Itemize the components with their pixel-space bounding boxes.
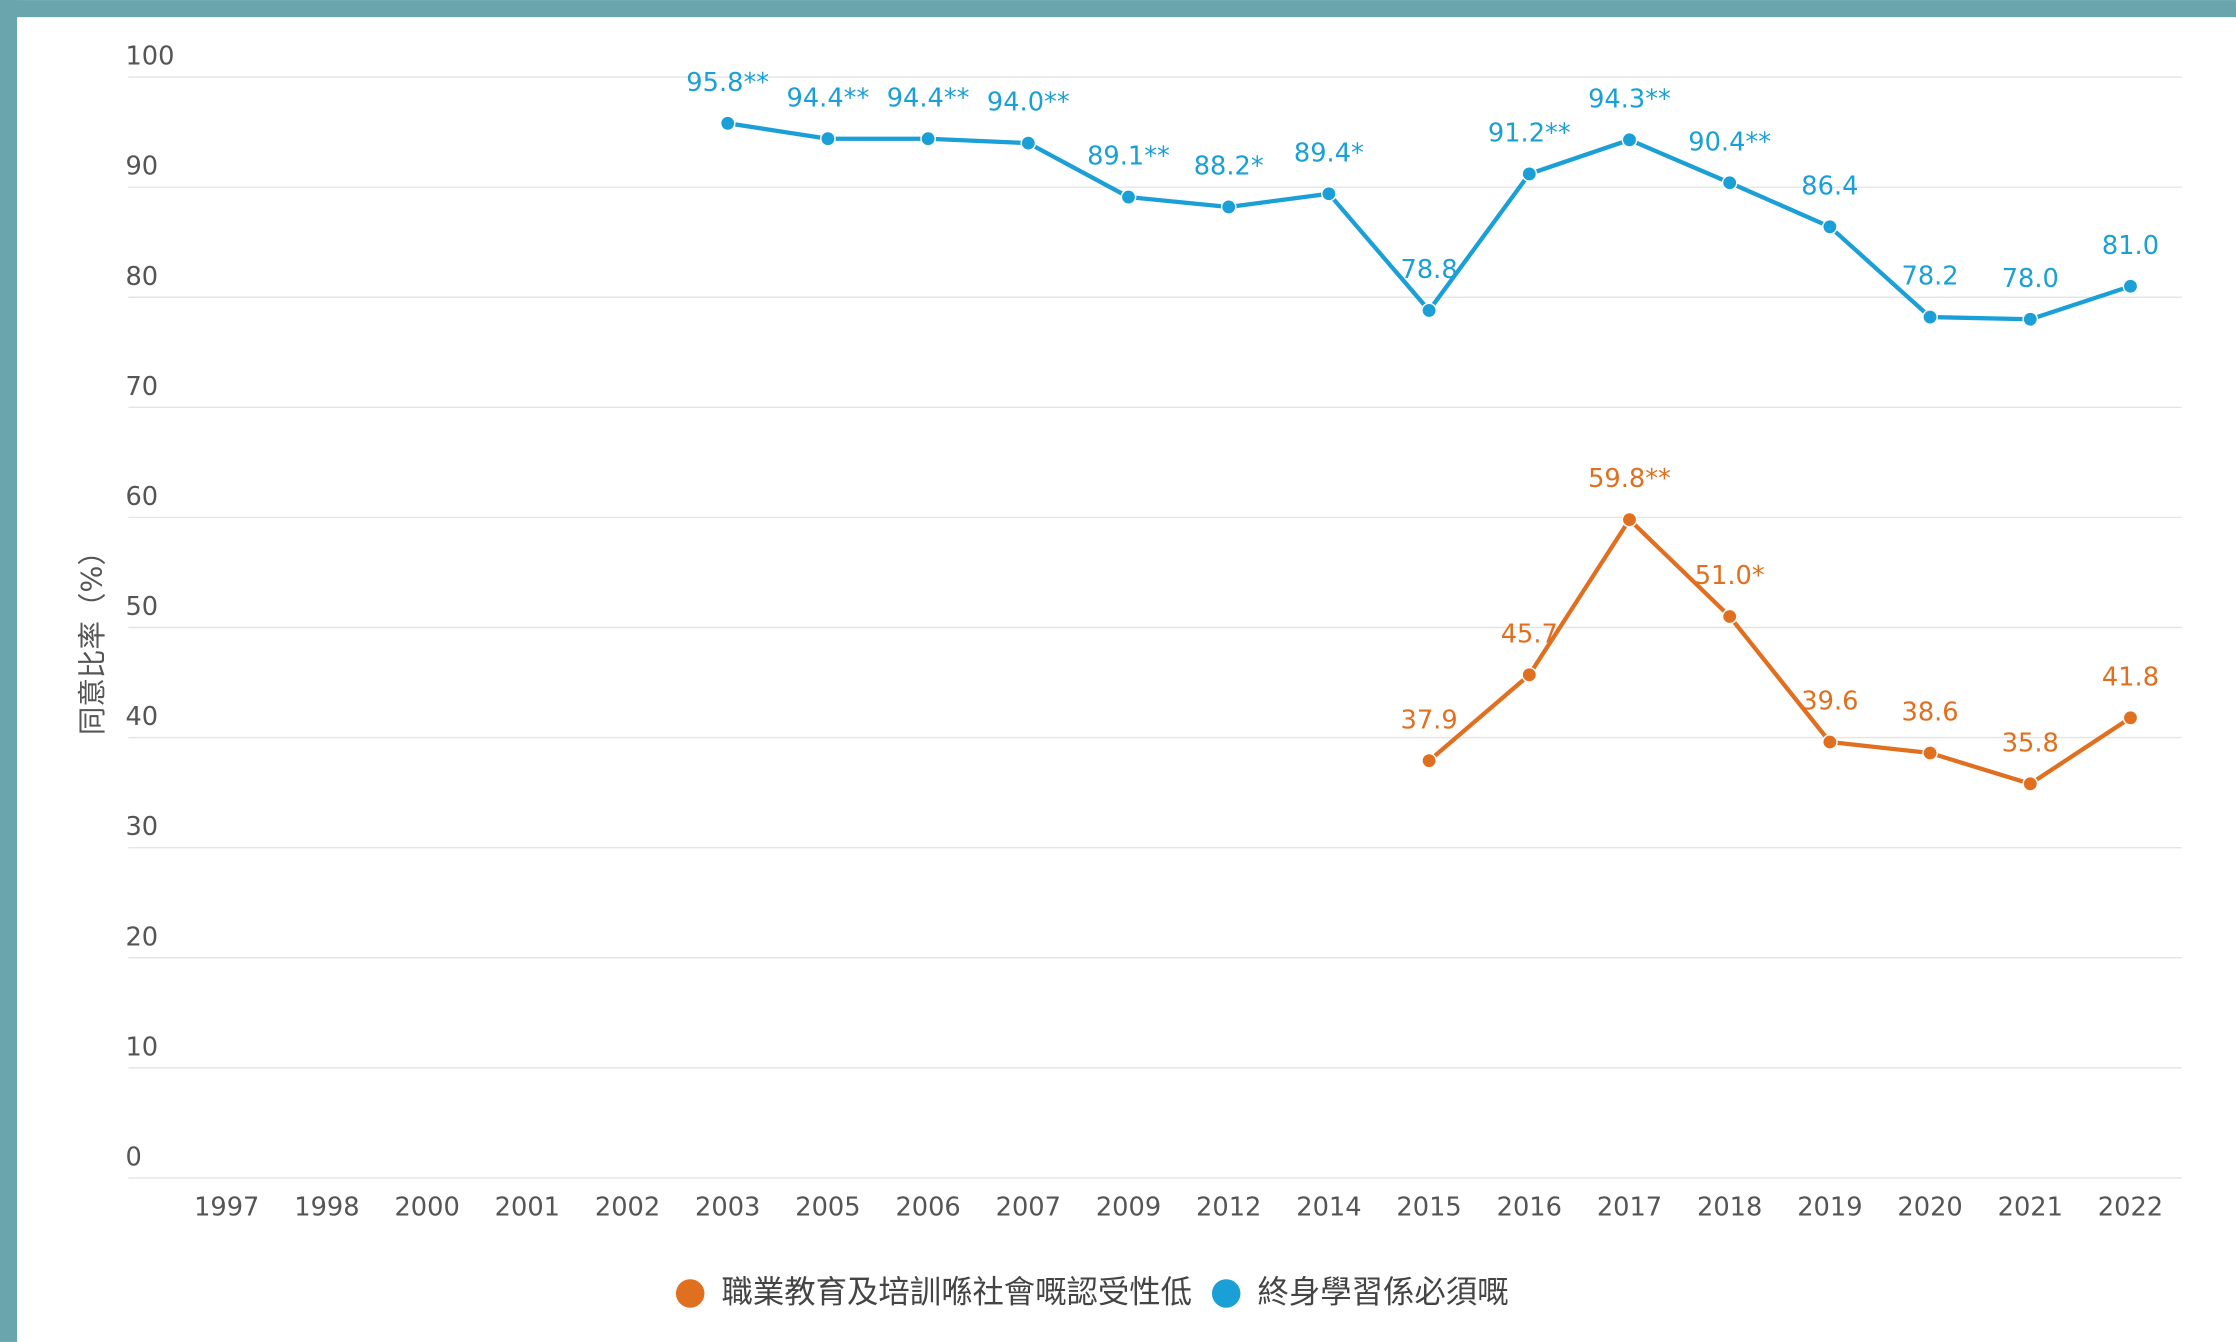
legend-marker (675, 1279, 705, 1308)
x-tick-label: 2017 (1597, 1192, 1662, 1222)
data-point (1721, 608, 1738, 625)
data-label: 94.0** (987, 88, 1070, 118)
x-tick-label: 2015 (1396, 1192, 1461, 1222)
x-tick-label: 2007 (996, 1192, 1061, 1222)
y-tick-label: 70 (125, 372, 158, 402)
data-point (1621, 511, 1638, 528)
data-point (1421, 752, 1437, 769)
x-tick-label: 2003 (695, 1192, 760, 1222)
y-tick-label: 60 (125, 482, 158, 512)
data-point (1020, 135, 1037, 151)
y-tick-label: 10 (125, 1032, 158, 1062)
data-label: 39.6 (1801, 687, 1858, 717)
data-point (1521, 667, 1538, 683)
legend-label: 職業教育及培訓喺社會嘅認受性低 (722, 1274, 1192, 1310)
data-point (1521, 166, 1538, 182)
y-tick-label: 90 (125, 152, 158, 182)
x-tick-label: 2014 (1296, 1192, 1361, 1222)
y-tick-label: 100 (125, 42, 174, 72)
data-label: 45.7 (1501, 619, 1558, 649)
y-axis-label: 同意比率（%） (76, 537, 109, 735)
x-tick-label: 2020 (1897, 1192, 1962, 1222)
data-label: 94.4** (887, 83, 970, 113)
data-point (1220, 199, 1237, 215)
data-label: 78.2 (1902, 262, 1959, 292)
x-tick-label: 2016 (1497, 1192, 1562, 1222)
x-tick-label: 1997 (194, 1192, 259, 1222)
x-tick-label: 2009 (1096, 1192, 1161, 1222)
series-line (1427, 517, 2132, 786)
data-point (1621, 131, 1638, 148)
x-tick-label: 2006 (895, 1192, 960, 1222)
legend-marker (1211, 1279, 1241, 1308)
data-point (2022, 775, 2039, 792)
x-tick-label: 2018 (1697, 1192, 1762, 1222)
x-tick-label: 2021 (1998, 1192, 2063, 1222)
data-label: 94.3** (1588, 84, 1671, 114)
legend-label: 終身學習係必須嘅 (1258, 1274, 1509, 1310)
data-point (1721, 174, 1738, 191)
y-tick-label: 40 (125, 702, 158, 732)
data-label: 38.6 (1902, 698, 1959, 728)
frame-left (0, 0, 18, 1342)
data-label: 94.4** (787, 83, 870, 113)
y-tick-label: 80 (125, 262, 158, 292)
x-tick-label: 2001 (495, 1192, 560, 1222)
data-label: 89.4* (1294, 138, 1364, 168)
y-tick-label: 30 (125, 812, 158, 842)
frame-top (0, 0, 2236, 18)
data-point (2122, 709, 2139, 726)
data-label: 90.4** (1688, 127, 1771, 157)
x-tick-label: 2012 (1196, 1192, 1261, 1222)
data-label: 95.8** (686, 68, 769, 98)
data-point (1822, 218, 1838, 235)
data-label: 86.4 (1801, 171, 1858, 201)
y-tick-label: 50 (125, 592, 158, 622)
data-label: 91.2** (1488, 119, 1571, 149)
x-tick-label: 2002 (595, 1192, 660, 1222)
data-point (1421, 302, 1437, 319)
y-tick-label: 20 (125, 922, 158, 952)
data-point (1922, 309, 1938, 325)
data-point (1822, 734, 1838, 750)
data-point (1120, 189, 1137, 205)
data-point (920, 130, 936, 147)
data-point (719, 115, 736, 132)
data-point (2122, 278, 2139, 295)
data-label: 78.8 (1401, 255, 1458, 285)
x-tick-label: 1998 (294, 1192, 359, 1222)
x-tick-label: 2000 (394, 1192, 459, 1222)
data-point (2022, 311, 2039, 328)
y-tick-label: 0 (125, 1142, 141, 1172)
x-tick-label: 2022 (2098, 1192, 2163, 1222)
x-tick-label: 2019 (1797, 1192, 1862, 1222)
data-point (1321, 185, 1337, 202)
data-label: 59.8** (1588, 464, 1671, 494)
data-label: 51.0* (1695, 561, 1765, 591)
data-label: 37.9 (1401, 705, 1458, 735)
data-point (1922, 745, 1938, 761)
data-label: 88.2* (1194, 152, 1264, 182)
data-label: 89.1** (1087, 142, 1170, 172)
data-point (820, 130, 836, 147)
data-label: 41.8 (2102, 662, 2159, 692)
x-tick-label: 2005 (795, 1192, 860, 1222)
data-label: 35.8 (2002, 728, 2059, 758)
data-label: 81.0 (2102, 231, 2159, 261)
data-label: 78.0 (2002, 264, 2059, 294)
